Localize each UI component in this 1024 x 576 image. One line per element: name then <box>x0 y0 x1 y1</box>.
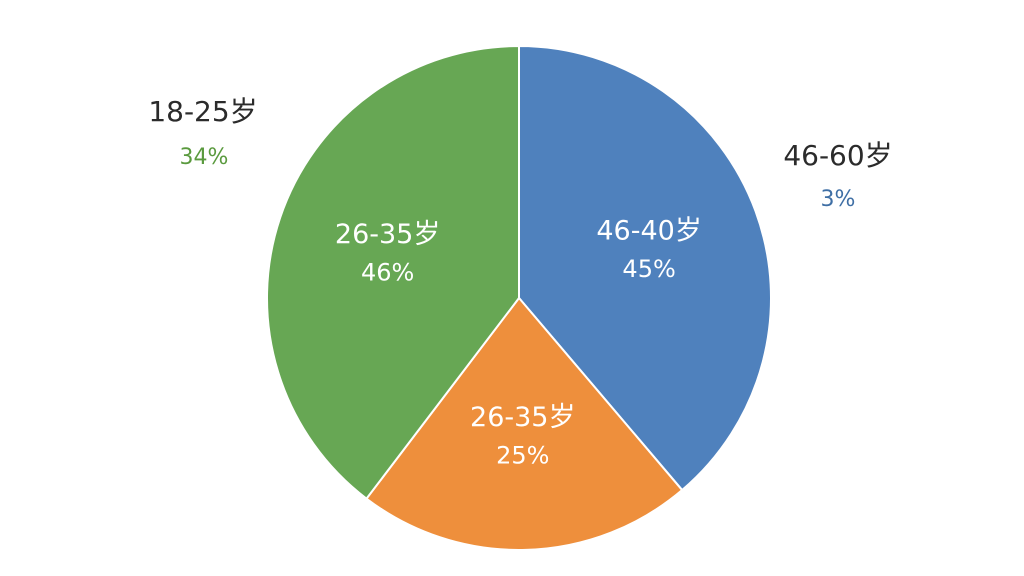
pie-slice <box>266 44 520 501</box>
slice-value-label: 25% <box>496 442 549 470</box>
pie-slice <box>365 296 684 551</box>
slice-value-label: 46% <box>361 259 414 287</box>
slice-value-label: 45% <box>622 255 675 283</box>
annotation-label: 46-60岁 <box>783 139 892 172</box>
annotation-text: 34% <box>180 145 229 170</box>
slice-label: 26-35岁 <box>470 402 575 433</box>
annotation-label: 18-25岁 <box>148 95 257 128</box>
annotation-text: 3% <box>821 187 856 212</box>
slice-label: 26-35岁 <box>335 219 440 250</box>
slice-label: 46-40岁 <box>596 216 701 247</box>
pie-slice <box>518 44 772 492</box>
